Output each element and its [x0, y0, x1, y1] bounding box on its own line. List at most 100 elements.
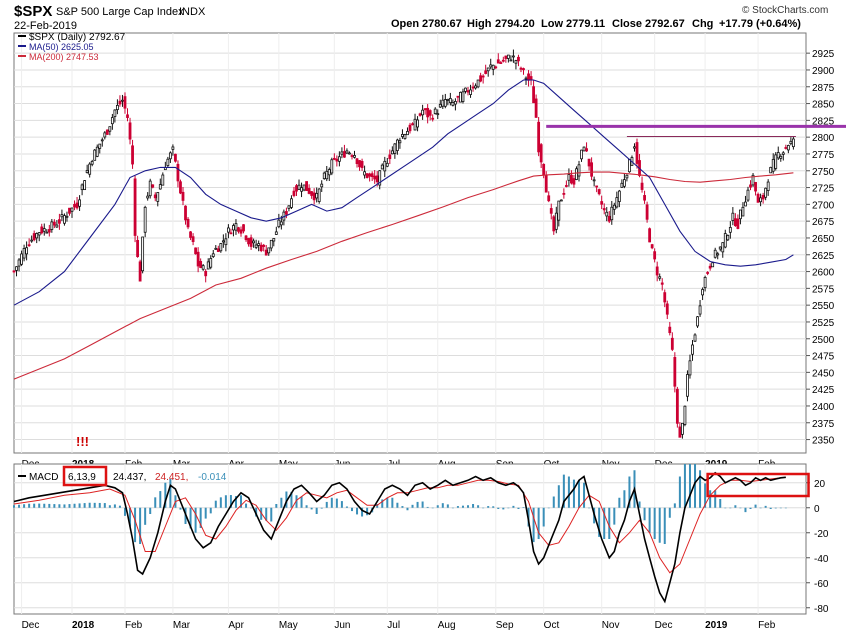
candle-body	[711, 262, 715, 268]
candle-body	[610, 206, 614, 221]
histogram-bar	[98, 502, 101, 508]
histogram-bar	[537, 507, 540, 539]
candle-body	[75, 202, 79, 209]
candle-body	[643, 195, 646, 201]
histogram-bar	[204, 507, 207, 519]
histogram-bar	[28, 503, 31, 508]
histogram-bar	[628, 476, 631, 508]
price-tick-label: 2575	[812, 284, 835, 295]
candle-body	[436, 113, 440, 116]
histogram-bar	[648, 507, 651, 533]
histogram-bar	[714, 490, 717, 508]
histogram-bar	[532, 507, 535, 543]
candle-body	[446, 98, 450, 101]
histogram-bar	[431, 507, 434, 509]
histogram-bar	[63, 504, 66, 508]
price-legend: $SPX (Daily) 2792.67 MA(50) 2625.05 MA(2…	[18, 32, 126, 62]
candle-body	[287, 205, 291, 209]
histogram-bar	[643, 507, 646, 521]
exclamation-annotation: !!!	[76, 434, 89, 449]
candle-body	[60, 214, 64, 218]
candle-body	[353, 155, 356, 158]
stockcharts-credit: © StockCharts.com	[742, 5, 828, 16]
histogram-bar	[416, 501, 419, 508]
histogram-bar	[426, 506, 429, 508]
candle-body	[393, 143, 397, 154]
candle-body	[398, 140, 402, 144]
candle-body	[58, 219, 61, 224]
candle-body	[12, 270, 16, 273]
histogram-bar	[467, 505, 470, 508]
histogram-bar	[386, 497, 389, 508]
candle-body	[418, 113, 422, 116]
histogram-bar	[784, 507, 787, 509]
candle-body	[25, 247, 29, 255]
exchange: INDX	[179, 6, 206, 18]
histogram-bar	[552, 496, 555, 508]
histogram-bar	[335, 498, 338, 508]
candle-body	[461, 91, 465, 102]
candle-body	[373, 175, 377, 180]
candle-body	[378, 170, 382, 186]
candle-body	[421, 109, 425, 116]
candle-body	[562, 192, 566, 195]
candle-body	[605, 211, 609, 217]
candle-body	[118, 100, 122, 105]
candle-body	[464, 87, 467, 92]
histogram-bar	[13, 505, 15, 508]
candle-body	[595, 185, 599, 188]
candle-body	[496, 59, 500, 64]
macd-histogram	[13, 464, 787, 544]
candle-body	[249, 237, 253, 247]
histogram-bar	[68, 504, 71, 508]
histogram-bar	[381, 499, 384, 508]
candle-body	[443, 99, 447, 107]
candle-body	[285, 211, 288, 215]
histogram-bar	[315, 507, 318, 514]
macd-label: MACD	[29, 472, 58, 483]
candle-body	[723, 233, 727, 248]
candle-body	[116, 104, 119, 111]
candle-body	[350, 155, 354, 157]
price-tick-label: 2750	[812, 167, 835, 178]
candle-body	[469, 89, 472, 95]
histogram-bar	[103, 503, 106, 508]
macd-params: 6,13,9	[68, 472, 96, 483]
price-tick-label: 2425	[812, 385, 835, 396]
candle-body	[330, 159, 334, 174]
histogram-bar	[522, 507, 525, 508]
low-value: 2779.11	[566, 18, 605, 30]
candle-body	[706, 272, 710, 274]
candle-body	[259, 244, 263, 252]
histogram-bar	[547, 507, 550, 509]
macd-month-label: Jul	[387, 620, 400, 631]
candle-body	[105, 129, 109, 135]
candle-body	[572, 178, 576, 185]
candle-body	[385, 162, 389, 167]
candle-body	[322, 172, 326, 180]
histogram-bar	[58, 504, 61, 508]
candle-body	[537, 121, 541, 153]
candle-body	[214, 247, 218, 250]
candle-body	[390, 150, 394, 155]
candle-body	[544, 175, 548, 193]
candle-body	[441, 99, 445, 107]
candle-body	[37, 232, 41, 236]
histogram-bar	[583, 482, 586, 508]
macd-y-axis: 20 0 -20 -40 -60 -80	[806, 479, 829, 615]
histogram-bar	[113, 504, 116, 508]
histogram-bar	[517, 507, 520, 509]
candle-body	[731, 212, 735, 221]
candle-body	[138, 261, 142, 282]
candle-body	[759, 197, 762, 203]
candle-body	[317, 188, 321, 202]
candle-body	[448, 98, 452, 103]
price-tick-label: 2875	[812, 83, 835, 94]
candle-body	[499, 62, 503, 64]
candle-body	[22, 248, 26, 259]
histogram-bar	[512, 505, 515, 508]
histogram-bar	[139, 507, 142, 544]
macd-month-label: 2018	[72, 620, 95, 631]
price-tick-label: 2850	[812, 100, 835, 111]
